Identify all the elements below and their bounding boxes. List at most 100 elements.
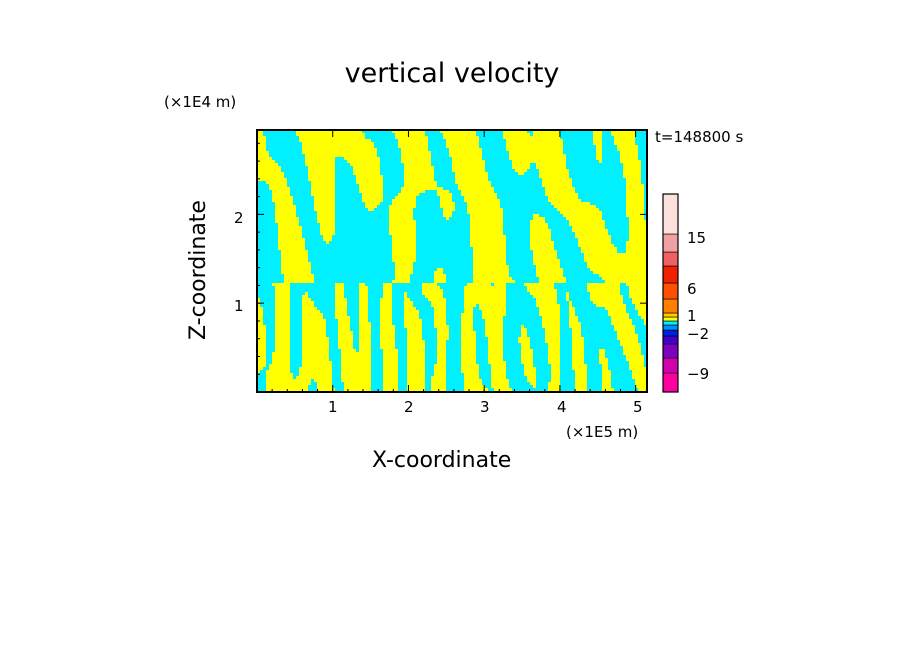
field-cell — [587, 364, 602, 367]
field-cell — [302, 349, 329, 352]
field-cell — [404, 292, 407, 295]
field-cell — [623, 301, 632, 304]
field-cell — [593, 142, 602, 145]
field-cell — [506, 253, 533, 256]
field-cell — [305, 241, 326, 244]
field-cell — [290, 187, 311, 190]
field-cell — [257, 286, 275, 289]
field-cell — [491, 382, 509, 385]
field-cell — [290, 364, 302, 367]
field-cell — [500, 199, 548, 202]
field-cell — [278, 226, 302, 229]
field-cell — [428, 136, 443, 139]
field-cell — [503, 352, 521, 355]
field-cell — [533, 352, 548, 355]
field-cell — [629, 289, 647, 292]
field-cell — [449, 148, 482, 151]
field-cell — [437, 328, 449, 331]
field-cell — [275, 334, 290, 337]
field-cell — [323, 235, 332, 238]
field-cell — [428, 142, 446, 145]
field-cell — [275, 343, 290, 346]
field-cell — [476, 352, 488, 355]
field-cell — [440, 196, 452, 199]
field-cell — [461, 313, 473, 316]
field-cell — [395, 133, 425, 136]
field-cell — [464, 199, 500, 202]
field-cell — [530, 163, 536, 166]
field-cell — [509, 382, 530, 385]
field-cell — [611, 373, 632, 376]
field-cell — [554, 205, 596, 208]
field-cell — [266, 358, 272, 361]
field-cell — [638, 154, 647, 157]
colorbar-label: 15 — [687, 229, 707, 247]
field-cell — [629, 229, 647, 232]
field-cell — [326, 319, 338, 322]
field-cell — [644, 190, 647, 193]
field-cell — [533, 217, 545, 220]
field-cell — [641, 346, 647, 349]
field-cell — [266, 379, 311, 382]
field-cell — [602, 145, 617, 148]
field-cell — [371, 367, 383, 370]
field-cell — [524, 283, 554, 286]
field-cell — [257, 247, 278, 250]
field-cell — [629, 232, 647, 235]
field-cell — [284, 280, 314, 283]
field-cell — [506, 256, 533, 259]
x-tick-label: 3 — [480, 398, 490, 416]
field-cell — [272, 157, 305, 160]
field-cell — [533, 349, 548, 352]
field-cell — [407, 388, 425, 391]
field-cell — [563, 151, 596, 154]
field-cell — [314, 199, 335, 202]
field-cell — [620, 154, 638, 157]
field-cell — [332, 382, 344, 385]
field-cell — [275, 331, 290, 334]
field-cell — [272, 190, 290, 193]
field-cell — [332, 370, 341, 373]
field-cell — [368, 208, 374, 211]
field-cell — [443, 214, 452, 217]
field-cell — [425, 379, 431, 382]
field-cell — [536, 163, 566, 166]
field-cell — [530, 382, 536, 385]
field-cell — [638, 340, 647, 343]
field-cell — [332, 367, 341, 370]
field-cell — [314, 205, 335, 208]
field-cell — [569, 220, 605, 223]
field-cell — [425, 352, 437, 355]
field-cell — [350, 319, 359, 322]
field-cell — [470, 220, 503, 223]
field-cell — [257, 274, 284, 277]
field-cell — [479, 367, 491, 370]
field-cell — [488, 340, 503, 343]
field-cell — [410, 280, 434, 283]
field-cell — [380, 157, 401, 160]
field-cell — [587, 286, 620, 289]
field-cell — [290, 298, 302, 301]
field-cell — [644, 187, 647, 190]
field-cell — [437, 343, 446, 346]
field-cell — [263, 130, 296, 133]
field-cell — [602, 151, 620, 154]
field-cell — [425, 361, 437, 364]
field-cell — [575, 379, 587, 382]
field-cell — [572, 361, 584, 364]
field-cell — [290, 325, 302, 328]
field-cell — [401, 157, 431, 160]
field-cell — [302, 355, 329, 358]
field-cell — [602, 385, 611, 388]
field-cell — [416, 235, 470, 238]
field-cell — [389, 229, 416, 232]
field-cell — [527, 286, 554, 289]
field-cell — [506, 148, 563, 151]
field-cell — [524, 364, 533, 367]
field-cell — [410, 274, 434, 277]
field-cell — [389, 211, 413, 214]
field-cell — [389, 232, 416, 235]
field-cell — [578, 244, 614, 247]
field-cell — [395, 265, 413, 268]
